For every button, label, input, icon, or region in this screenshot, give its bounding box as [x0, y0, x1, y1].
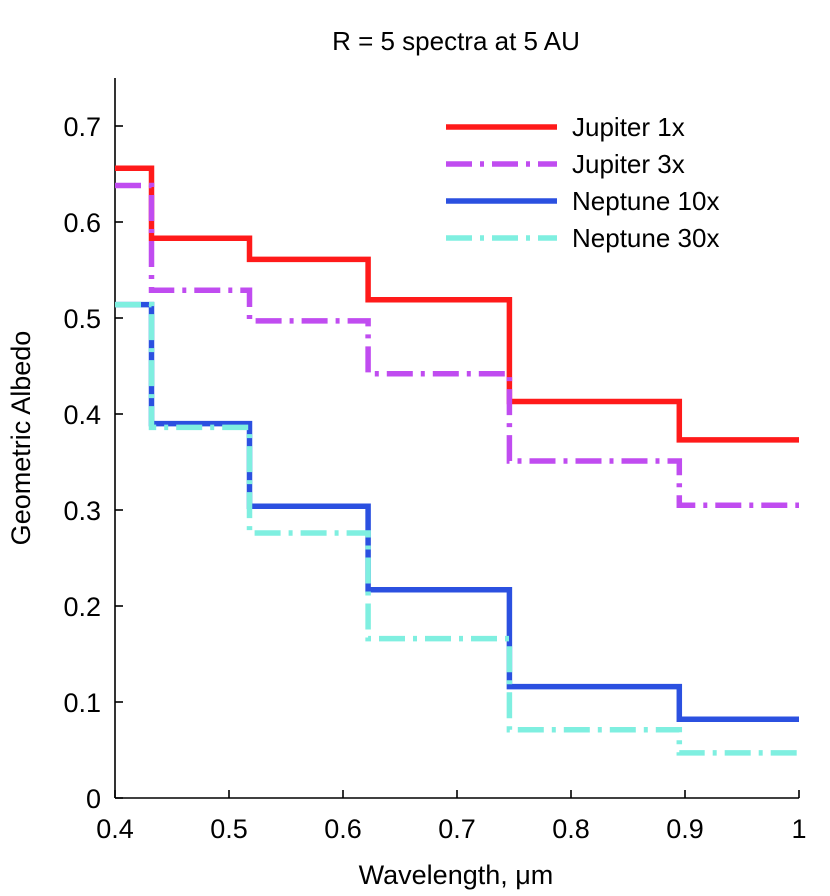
x-tick-label: 0.4 — [96, 814, 134, 844]
x-tick-label: 1 — [791, 814, 806, 844]
x-tick-label: 0.7 — [438, 814, 476, 844]
x-tick-label: 0.5 — [210, 814, 248, 844]
legend-label: Jupiter 1x — [572, 112, 685, 142]
x-tick-label: 0.8 — [552, 814, 590, 844]
series-line-neptune-30x — [115, 301, 799, 756]
y-tick-label: 0.1 — [63, 688, 101, 718]
y-tick-label: 0.7 — [63, 112, 101, 142]
y-tick-label: 0.4 — [63, 400, 101, 430]
series-line-jupiter-3x — [115, 182, 799, 508]
series-line-jupiter-1x — [115, 165, 799, 443]
series-line-neptune-10x — [115, 301, 799, 723]
y-tick-label: 0.5 — [63, 304, 101, 334]
x-axis-label: Wavelength, μm — [359, 860, 554, 890]
legend: Jupiter 1x Jupiter 3x Neptune 10x Neptune 3… — [446, 112, 719, 253]
y-tick-label: 0.6 — [63, 208, 101, 238]
chart-title: R = 5 spectra at 5 AU — [332, 26, 580, 56]
x-tick-label: 0.6 — [324, 814, 362, 844]
legend-label: Neptune 10x — [572, 186, 719, 216]
y-tick-label: 0 — [86, 784, 101, 814]
x-tick-label: 0.9 — [666, 814, 704, 844]
series-layer — [115, 165, 799, 756]
y-tick-label: 0.3 — [63, 496, 101, 526]
x-ticks: 0.4 0.5 0.6 0.7 0.8 0.9 1 — [96, 790, 807, 844]
y-ticks: 0 0.1 0.2 0.3 0.4 0.5 0.6 0.7 — [63, 112, 123, 814]
legend-label: Neptune 30x — [572, 223, 719, 253]
y-tick-label: 0.2 — [63, 592, 101, 622]
y-axis-label: Geometric Albedo — [6, 331, 36, 546]
legend-label: Jupiter 3x — [572, 149, 685, 179]
